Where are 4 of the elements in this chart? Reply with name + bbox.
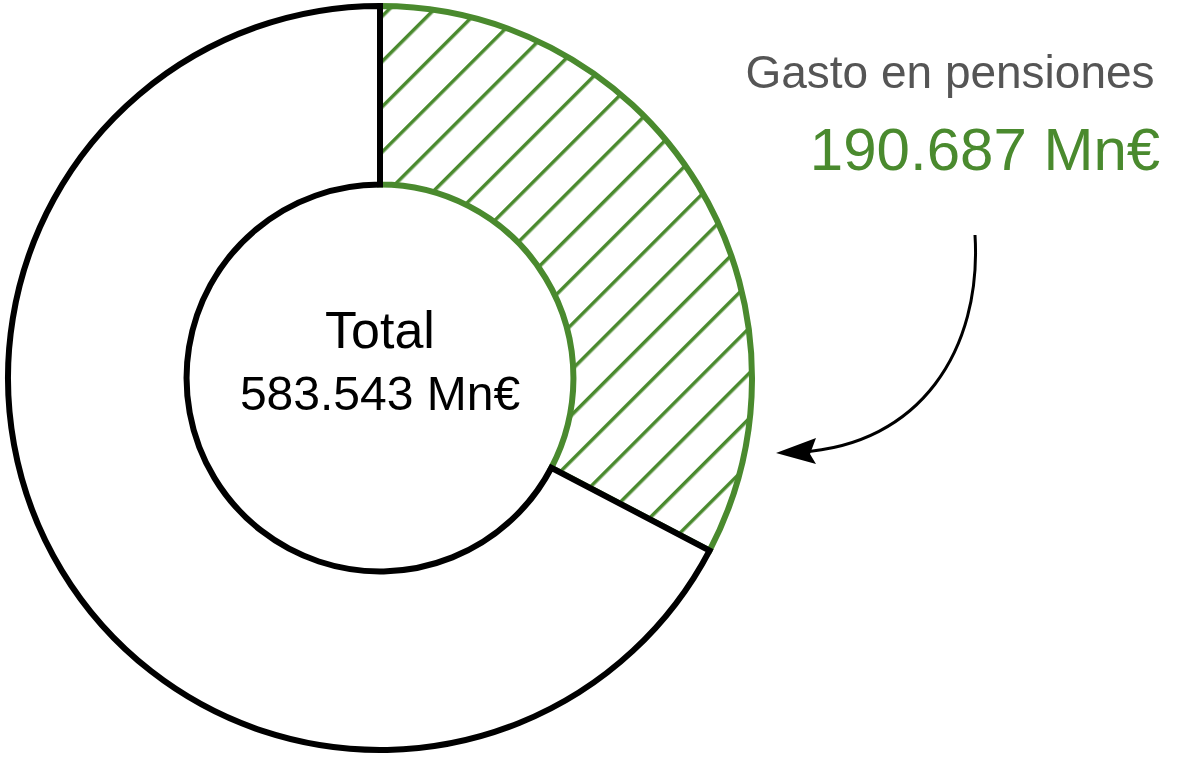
text: Total: [325, 301, 435, 359]
text: 583.543 Mn€: [239, 367, 521, 420]
data-label: 190.687 Mn€: [809, 116, 1161, 183]
slice-label: Gasto en pensiones: [745, 46, 1155, 98]
